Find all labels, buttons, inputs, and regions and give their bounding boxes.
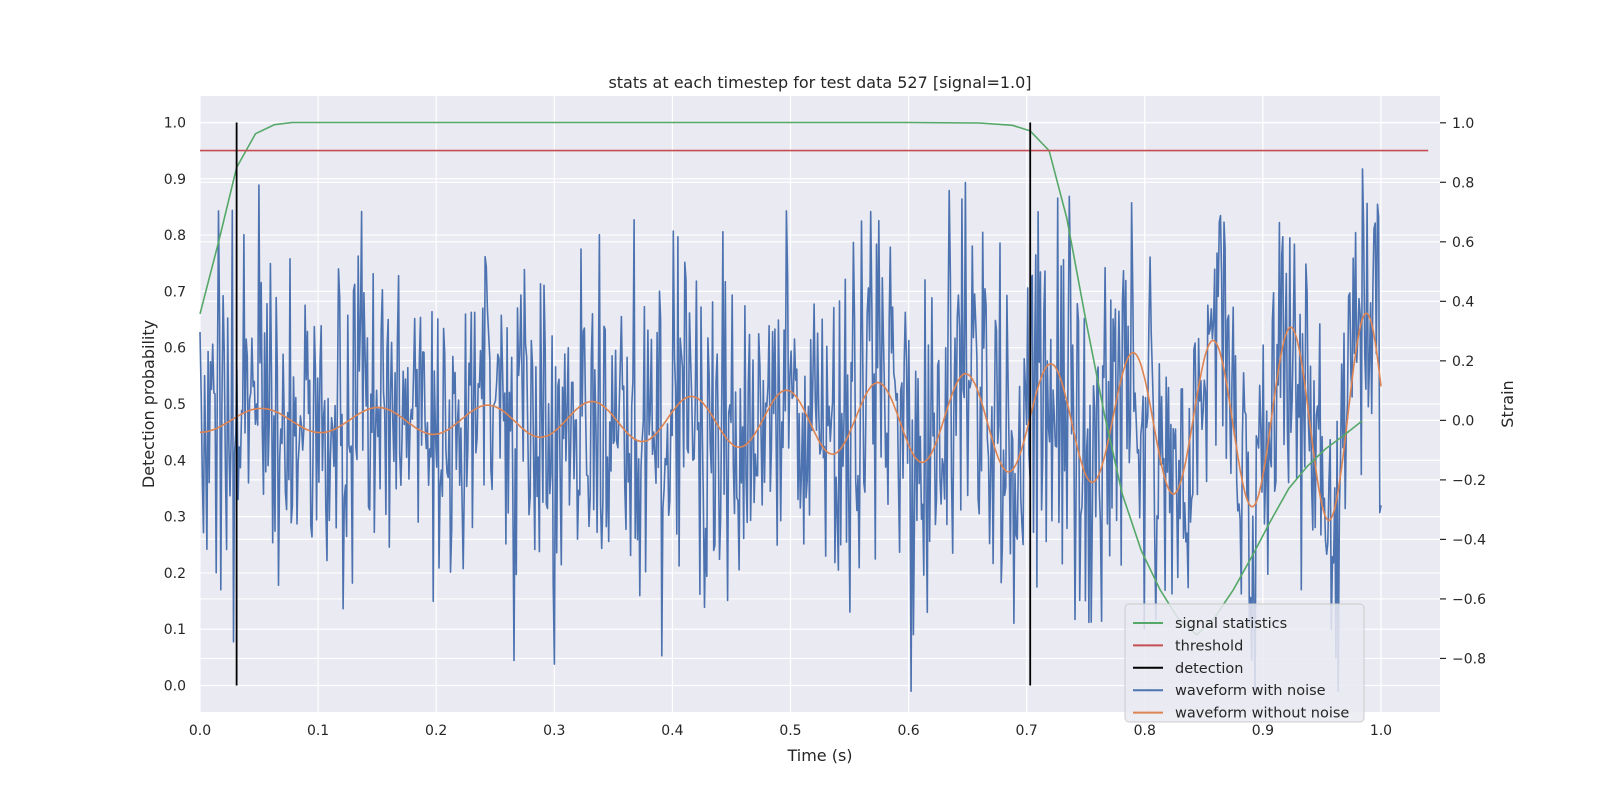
y-tick-label-left: 0.5 — [164, 397, 186, 413]
legend-box — [1124, 603, 1365, 723]
ticks: 0.0 0.1 0.2 0.3 0.4 0.5 0.6 0.7 0.8 0.9 1.0 0.0 0.1 0… — [164, 115, 1486, 739]
y-tick-label-left: 0.4 — [164, 453, 186, 469]
y-tick-label-left: 0.7 — [164, 284, 186, 300]
y-tick-label-right: −0.8 — [1452, 651, 1486, 667]
x-axis-title: Time (s) — [786, 746, 852, 765]
y-axis-title-right: Strain — [1498, 380, 1517, 427]
y-tick-label-left: 0.1 — [164, 622, 186, 638]
y-tick-label-right: 0.2 — [1452, 354, 1474, 370]
x-tick-label: 0.1 — [307, 723, 329, 739]
x-tick-label: 0.5 — [779, 723, 801, 739]
y-tick-label-left: 0.3 — [164, 510, 186, 526]
legend-label: threshold — [1175, 638, 1243, 654]
y-axis-title-left: Detection probability — [139, 320, 158, 488]
y-tick-label-right: 1.0 — [1452, 116, 1474, 132]
legend-label: detection — [1175, 661, 1243, 677]
series-waveform-without-noise — [200, 312, 1382, 522]
y-tick-label-right: 0.4 — [1452, 294, 1474, 310]
y-tick-label-right: −0.4 — [1452, 532, 1486, 548]
x-tick-label: 0.4 — [661, 723, 683, 739]
x-tick-label: 0.6 — [897, 723, 919, 739]
series-layer — [199, 121, 1429, 692]
x-tick-label: 1.0 — [1370, 723, 1392, 739]
y-tick-label-left: 0.8 — [164, 228, 186, 244]
x-tick-label: 0.8 — [1134, 723, 1156, 739]
y-tick-label-right: −0.6 — [1452, 592, 1486, 608]
x-tick-label: 0.0 — [189, 723, 211, 739]
y-tick-label-right: 0.8 — [1452, 175, 1474, 191]
x-tick-label: 0.3 — [543, 723, 565, 739]
chart-title: stats at each timestep for test data 527… — [608, 73, 1031, 92]
y-tick-label-left: 0.0 — [164, 679, 186, 695]
y-tick-label-right: −0.2 — [1452, 473, 1486, 489]
series-signal-statistics — [199, 121, 1363, 636]
x-tick-label: 0.2 — [425, 723, 447, 739]
y-tick-label-left: 1.0 — [164, 115, 186, 131]
y-tick-label-left: 0.2 — [164, 566, 186, 582]
x-tick-label: 0.9 — [1252, 723, 1274, 739]
legend-label: waveform with noise — [1175, 683, 1326, 699]
y-tick-label-left: 0.6 — [164, 341, 186, 357]
x-tick-label: 0.7 — [1016, 723, 1038, 739]
y-tick-label-right: 0.0 — [1452, 413, 1474, 429]
legend-label: waveform without noise — [1175, 706, 1349, 722]
legend-label: signal statistics — [1175, 616, 1287, 632]
y-tick-label-left: 0.9 — [164, 172, 186, 188]
legend: signal statistics threshold detection wavef… — [1124, 603, 1365, 723]
y-tick-label-right: 0.6 — [1452, 235, 1474, 251]
